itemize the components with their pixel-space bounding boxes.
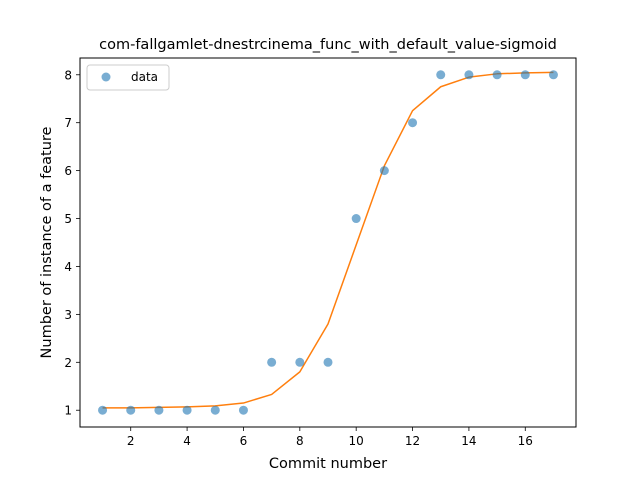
data-point — [492, 70, 502, 80]
data-point — [464, 70, 474, 80]
data-point — [408, 118, 418, 128]
x-tick-label: 14 — [461, 434, 476, 448]
data-point — [548, 70, 558, 80]
y-tick-label: 7 — [64, 116, 72, 130]
y-tick-label: 4 — [64, 260, 72, 274]
y-tick-label: 2 — [64, 356, 72, 370]
legend-label-data: data — [131, 70, 158, 84]
legend-frame — [86, 64, 170, 91]
y-axis-label: Number of instance of a feature — [39, 126, 55, 358]
y-tick-label: 5 — [64, 212, 72, 226]
data-point — [520, 70, 530, 80]
fit-line — [102, 71, 554, 409]
data-point — [126, 405, 136, 415]
axes-frame — [79, 57, 577, 428]
x-tick-label: 10 — [349, 434, 364, 448]
data-point — [323, 357, 333, 367]
y-tick-label: 6 — [64, 164, 72, 178]
data-point — [267, 357, 277, 367]
data-point — [295, 357, 305, 367]
data-point — [154, 405, 164, 415]
chart-title: com-fallgamlet-dnestrcinema_func_with_de… — [99, 37, 557, 53]
data-point — [210, 405, 220, 415]
data-point — [98, 405, 108, 415]
legend-marker — [101, 72, 111, 82]
x-tick-label: 12 — [405, 434, 420, 448]
x-tick-label: 16 — [518, 434, 533, 448]
x-tick-label: 2 — [127, 434, 135, 448]
data-point — [379, 166, 389, 176]
x-axis-ticks: 2 4 6 8 10 12 14 16 — [127, 427, 533, 448]
y-tick-label: 1 — [64, 404, 72, 418]
x-axis-label: Commit number — [269, 456, 387, 472]
y-axis-ticks: 1 2 3 4 5 6 7 8 — [64, 68, 80, 418]
legend: data — [86, 64, 170, 91]
x-tick-label: 6 — [240, 434, 248, 448]
x-tick-label: 4 — [183, 434, 191, 448]
plot-area — [98, 70, 558, 415]
data-point — [436, 70, 446, 80]
data-point — [182, 405, 192, 415]
y-tick-label: 3 — [64, 308, 72, 322]
x-tick-label: 8 — [296, 434, 304, 448]
data-point — [351, 214, 361, 224]
data-point — [238, 405, 248, 415]
y-tick-label: 8 — [64, 68, 72, 82]
